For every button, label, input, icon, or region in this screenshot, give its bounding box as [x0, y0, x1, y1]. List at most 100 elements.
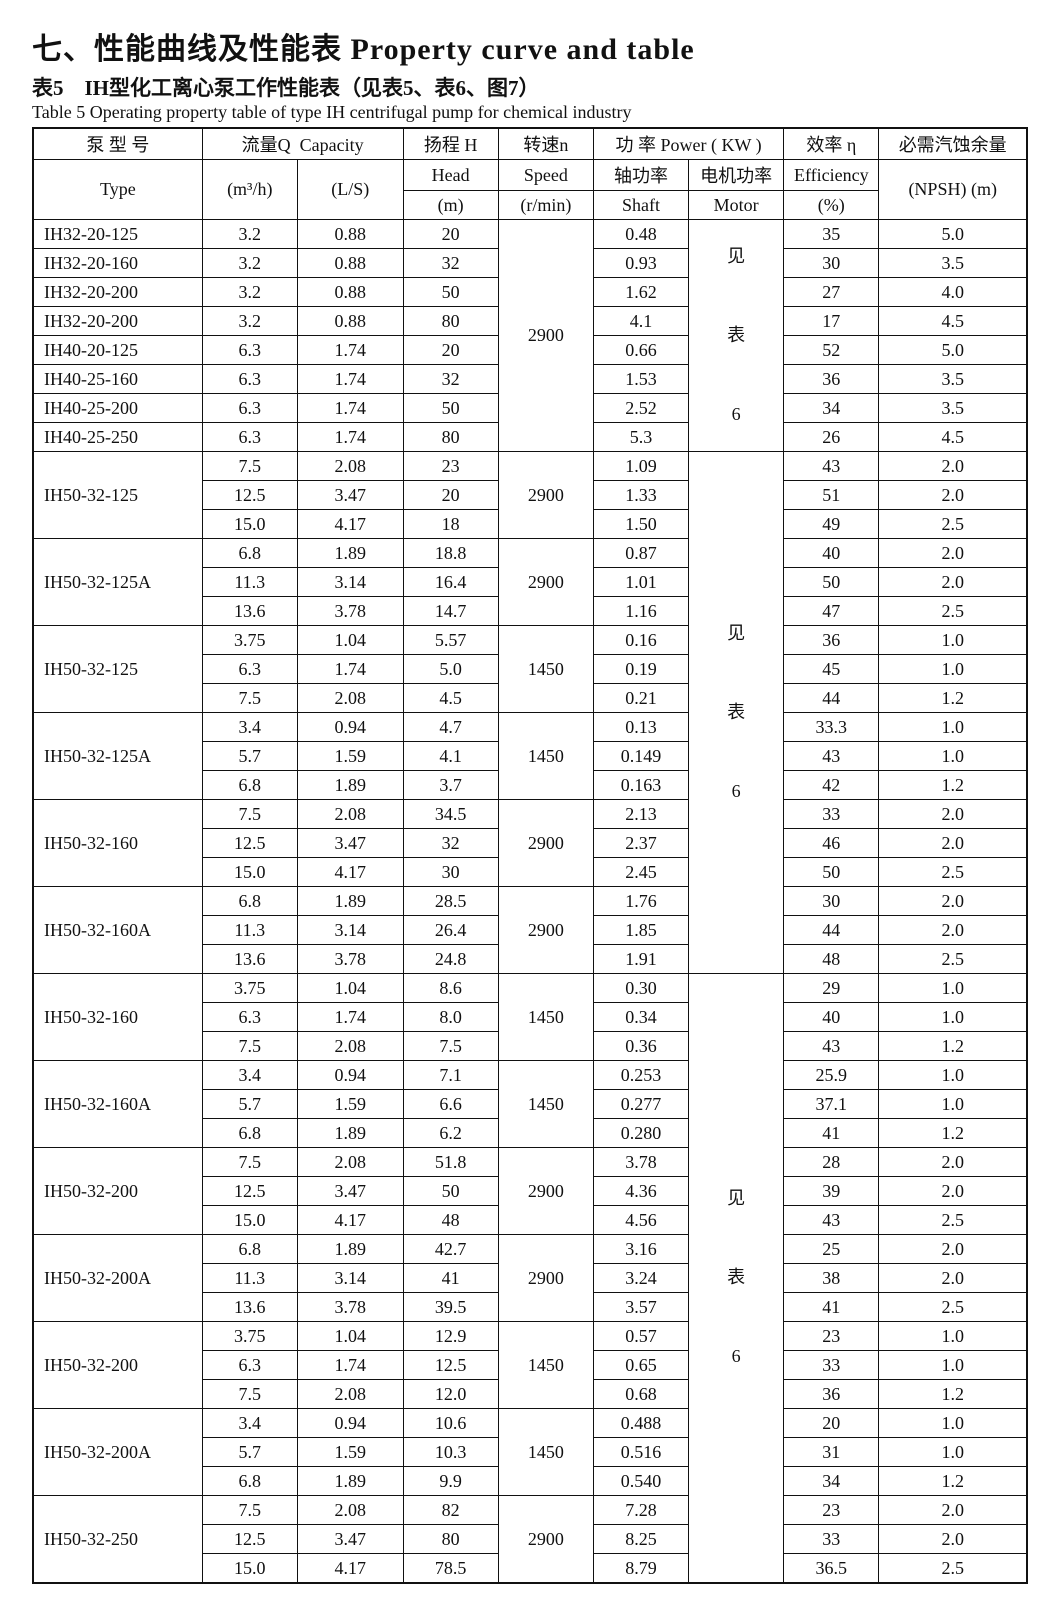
- cell-eff: 46: [784, 829, 879, 858]
- cell-eff: 17: [784, 307, 879, 336]
- cell-shaft: 0.19: [593, 655, 688, 684]
- cell-npsh: 1.0: [879, 655, 1027, 684]
- cell-eff: 28: [784, 1148, 879, 1177]
- table-row: IH50-32-1603.751.048.614500.30见 表 6291.0: [33, 974, 1027, 1003]
- cell-q2: 2.08: [297, 452, 403, 481]
- cell-q2: 2.08: [297, 1496, 403, 1525]
- cell-head: 26.4: [403, 916, 498, 945]
- cell-q2: 1.59: [297, 1438, 403, 1467]
- cell-eff: 50: [784, 568, 879, 597]
- cell-npsh: 2.0: [879, 829, 1027, 858]
- table-row: IH50-32-125A3.40.944.714500.1333.31.0: [33, 713, 1027, 742]
- cell-q1: 6.8: [202, 1235, 297, 1264]
- cell-npsh: 2.0: [879, 1496, 1027, 1525]
- cell-head: 6.6: [403, 1090, 498, 1119]
- cell-shaft: 0.93: [593, 249, 688, 278]
- cell-q2: 1.74: [297, 336, 403, 365]
- cell-eff: 41: [784, 1119, 879, 1148]
- cell-motor: 见 表 6: [689, 452, 784, 974]
- cell-npsh: 1.0: [879, 1003, 1027, 1032]
- cell-motor: 见 表 6: [689, 220, 784, 452]
- cell-q1: 7.5: [202, 1380, 297, 1409]
- cell-q2: 0.88: [297, 278, 403, 307]
- cell-type: IH50-32-250: [33, 1496, 202, 1584]
- cell-eff: 43: [784, 1206, 879, 1235]
- cell-npsh: 2.0: [879, 1264, 1027, 1293]
- cell-head: 12.0: [403, 1380, 498, 1409]
- cell-speed: 1450: [498, 1322, 593, 1409]
- cell-eff: 33.3: [784, 713, 879, 742]
- cell-eff: 37.1: [784, 1090, 879, 1119]
- cell-head: 48: [403, 1206, 498, 1235]
- cell-npsh: 1.0: [879, 742, 1027, 771]
- cell-q1: 15.0: [202, 1206, 297, 1235]
- cell-head: 51.8: [403, 1148, 498, 1177]
- cell-npsh: 2.5: [879, 1554, 1027, 1584]
- cell-npsh: 3.5: [879, 249, 1027, 278]
- cell-shaft: 0.149: [593, 742, 688, 771]
- cell-q2: 3.78: [297, 597, 403, 626]
- cell-npsh: 1.0: [879, 1351, 1027, 1380]
- cell-shaft: 0.48: [593, 220, 688, 249]
- table-row: IH50-32-2507.52.088229007.28232.0: [33, 1496, 1027, 1525]
- hdr-speed-u: (r/min): [498, 191, 593, 220]
- cell-head: 23: [403, 452, 498, 481]
- cell-type: IH50-32-125A: [33, 539, 202, 626]
- cell-eff: 48: [784, 945, 879, 974]
- cell-q1: 15.0: [202, 510, 297, 539]
- cell-q1: 3.2: [202, 278, 297, 307]
- cell-q2: 2.08: [297, 684, 403, 713]
- cell-q1: 15.0: [202, 858, 297, 887]
- cell-q2: 2.08: [297, 1380, 403, 1409]
- cell-q2: 1.89: [297, 887, 403, 916]
- cell-q1: 7.5: [202, 1496, 297, 1525]
- cell-head: 16.4: [403, 568, 498, 597]
- cell-type: IH50-32-200A: [33, 1235, 202, 1322]
- cell-q1: 5.7: [202, 1090, 297, 1119]
- cell-head: 7.1: [403, 1061, 498, 1090]
- cell-head: 30: [403, 858, 498, 887]
- cell-eff: 26: [784, 423, 879, 452]
- cell-eff: 33: [784, 1525, 879, 1554]
- cell-npsh: 2.0: [879, 568, 1027, 597]
- cell-head: 12.9: [403, 1322, 498, 1351]
- cell-q1: 3.4: [202, 1409, 297, 1438]
- cell-npsh: 1.0: [879, 974, 1027, 1003]
- cell-npsh: 2.5: [879, 1293, 1027, 1322]
- cell-q1: 6.8: [202, 1119, 297, 1148]
- cell-eff: 41: [784, 1293, 879, 1322]
- cell-q1: 6.3: [202, 336, 297, 365]
- cell-q1: 12.5: [202, 481, 297, 510]
- cell-shaft: 0.66: [593, 336, 688, 365]
- table-row: IH50-32-1257.52.082329001.09见 表 6432.0: [33, 452, 1027, 481]
- cell-npsh: 5.0: [879, 336, 1027, 365]
- cell-q1: 6.3: [202, 394, 297, 423]
- cell-npsh: 2.5: [879, 597, 1027, 626]
- cell-speed: 1450: [498, 713, 593, 800]
- cell-head: 18: [403, 510, 498, 539]
- cell-speed: 1450: [498, 1061, 593, 1148]
- cell-q2: 1.59: [297, 1090, 403, 1119]
- cell-head: 80: [403, 423, 498, 452]
- hdr-motor-en: Motor: [689, 191, 784, 220]
- cell-q2: 0.94: [297, 713, 403, 742]
- cell-q1: 3.2: [202, 220, 297, 249]
- cell-q1: 13.6: [202, 1293, 297, 1322]
- cell-speed: 2900: [498, 800, 593, 887]
- hdr-flow: 流量Q Capacity: [202, 128, 403, 160]
- cell-npsh: 4.5: [879, 307, 1027, 336]
- cell-shaft: 3.57: [593, 1293, 688, 1322]
- hdr-head-u: (m): [403, 191, 498, 220]
- cell-eff: 36: [784, 365, 879, 394]
- cell-npsh: 1.0: [879, 1090, 1027, 1119]
- table-row: IH50-32-1607.52.0834.529002.13332.0: [33, 800, 1027, 829]
- cell-q2: 2.08: [297, 1148, 403, 1177]
- cell-q2: 3.14: [297, 916, 403, 945]
- cell-shaft: 4.56: [593, 1206, 688, 1235]
- cell-shaft: 1.33: [593, 481, 688, 510]
- table-row: IH50-32-200A6.81.8942.729003.16252.0: [33, 1235, 1027, 1264]
- cell-shaft: 2.37: [593, 829, 688, 858]
- cell-shaft: 0.516: [593, 1438, 688, 1467]
- cell-eff: 25: [784, 1235, 879, 1264]
- cell-head: 4.5: [403, 684, 498, 713]
